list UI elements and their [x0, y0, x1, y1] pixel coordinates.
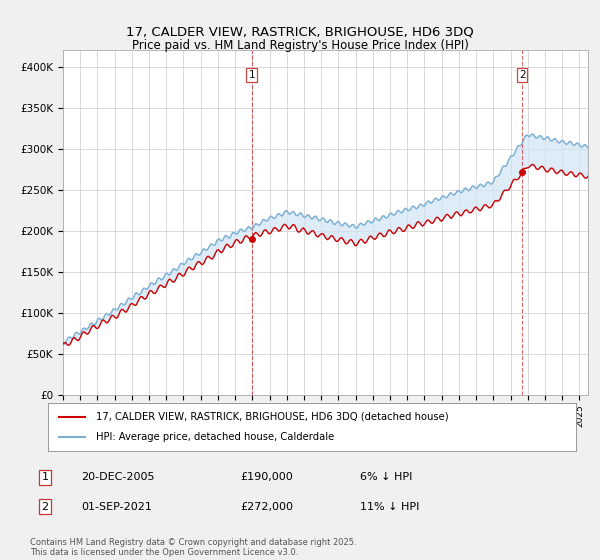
Text: Contains HM Land Registry data © Crown copyright and database right 2025.
This d: Contains HM Land Registry data © Crown c…: [30, 538, 356, 557]
Text: 20-DEC-2005: 20-DEC-2005: [81, 472, 155, 482]
Text: 17, CALDER VIEW, RASTRICK, BRIGHOUSE, HD6 3DQ (detached house): 17, CALDER VIEW, RASTRICK, BRIGHOUSE, HD…: [95, 412, 448, 422]
Text: HPI: Average price, detached house, Calderdale: HPI: Average price, detached house, Cald…: [95, 432, 334, 442]
Text: 17, CALDER VIEW, RASTRICK, BRIGHOUSE, HD6 3DQ: 17, CALDER VIEW, RASTRICK, BRIGHOUSE, HD…: [126, 25, 474, 38]
Text: 2: 2: [519, 70, 526, 80]
Text: 6% ↓ HPI: 6% ↓ HPI: [360, 472, 412, 482]
Text: 01-SEP-2021: 01-SEP-2021: [81, 502, 152, 512]
Text: 11% ↓ HPI: 11% ↓ HPI: [360, 502, 419, 512]
Text: 2: 2: [41, 502, 49, 512]
Text: Price paid vs. HM Land Registry's House Price Index (HPI): Price paid vs. HM Land Registry's House …: [131, 39, 469, 52]
Text: £272,000: £272,000: [240, 502, 293, 512]
Text: 1: 1: [248, 70, 255, 80]
Text: 1: 1: [41, 472, 49, 482]
Text: £190,000: £190,000: [240, 472, 293, 482]
